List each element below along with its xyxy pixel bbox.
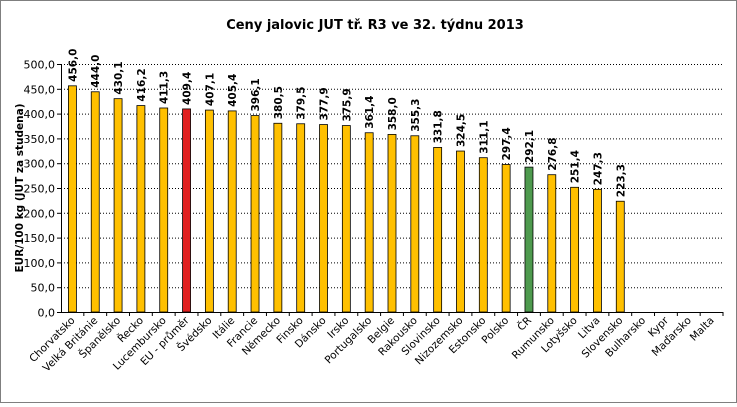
bar	[593, 188, 602, 313]
y-tick-label: 0,0	[38, 307, 56, 320]
data-label: 409,4	[182, 72, 194, 105]
data-label: 276,8	[547, 137, 559, 170]
y-tick-label: 350,0	[24, 133, 56, 146]
y-axis-ticks: 0,0 50,0 100,0 150,0 200,0 250,0 300,0 350,0 400…	[24, 59, 56, 320]
bar	[182, 108, 191, 313]
bar	[364, 132, 374, 313]
bar	[90, 91, 100, 313]
bar	[341, 125, 351, 313]
bar	[227, 110, 237, 313]
bar	[570, 186, 580, 313]
chart-title: Ceny jalovic JUT tř. R3 ve 32. týdnu 201…	[226, 18, 524, 33]
bar	[478, 157, 488, 313]
data-label: 292,1	[524, 130, 536, 163]
bar	[273, 122, 283, 313]
y-tick-label: 400,0	[24, 108, 56, 121]
bar	[113, 98, 123, 313]
axes	[57, 64, 724, 316]
bar	[319, 124, 328, 313]
bar	[547, 174, 557, 313]
x-category-label: Malta	[688, 315, 717, 344]
bar	[524, 166, 534, 313]
data-label: 411,3	[159, 71, 171, 104]
bar	[615, 200, 625, 313]
bar	[136, 105, 146, 313]
data-label: 379,5	[296, 87, 308, 120]
bar	[296, 123, 306, 313]
data-label: 377,9	[319, 87, 331, 120]
y-tick-label: 250,0	[24, 183, 56, 196]
data-label: 324,5	[455, 114, 467, 147]
bar	[387, 134, 397, 313]
bar	[68, 85, 77, 313]
data-label: 407,1	[204, 73, 216, 106]
data-label: 375,9	[341, 88, 353, 121]
data-label: 380,5	[273, 86, 285, 119]
data-label: 430,1	[113, 61, 125, 94]
data-label: 223,3	[615, 164, 627, 197]
y-tick-label: 200,0	[24, 207, 56, 220]
bar	[456, 150, 465, 313]
data-label: 361,4	[364, 96, 376, 129]
data-label: 355,3	[410, 99, 422, 132]
bar	[501, 164, 511, 313]
y-tick-label: 500,0	[24, 59, 56, 72]
y-tick-label: 150,0	[24, 232, 56, 245]
data-labels: 456,0 444,0 430,1 416,2 411,3 409,4 407,1 405,4…	[67, 49, 627, 198]
bar	[250, 115, 260, 313]
data-label: 297,4	[501, 127, 513, 160]
data-label: 444,0	[90, 55, 102, 88]
data-label: 396,1	[250, 78, 262, 111]
y-tick-label: 100,0	[24, 257, 56, 270]
y-tick-label: 300,0	[24, 158, 56, 171]
bar	[159, 107, 169, 313]
data-label: 358,0	[387, 97, 399, 130]
data-label: 405,4	[227, 74, 239, 107]
data-label: 416,2	[136, 68, 148, 101]
y-tick-label: 450,0	[24, 83, 56, 96]
y-axis-label: EUR/100 kg (JUT za studena)	[14, 104, 26, 273]
bars	[68, 85, 625, 313]
data-label: 251,4	[570, 150, 582, 183]
data-label: 311,1	[478, 120, 490, 153]
data-label: 331,8	[433, 110, 445, 143]
bar	[410, 135, 420, 313]
data-label: 456,0	[67, 49, 79, 82]
data-label: 247,3	[592, 152, 604, 185]
bar	[433, 147, 443, 313]
bar	[204, 109, 214, 313]
y-tick-label: 50,0	[31, 282, 56, 295]
